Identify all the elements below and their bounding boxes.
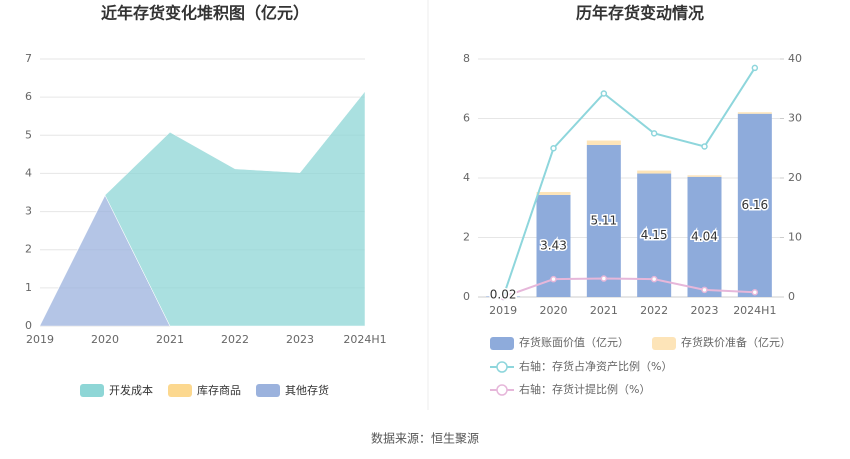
x-tick-label: 2023 bbox=[286, 333, 314, 346]
bar bbox=[687, 175, 722, 177]
bar bbox=[586, 144, 621, 297]
area bbox=[39, 90, 366, 327]
bar bbox=[586, 140, 621, 145]
x-tick-label: 2022 bbox=[221, 333, 249, 346]
data-label: 6.16 bbox=[741, 198, 768, 212]
bar bbox=[737, 112, 772, 114]
line bbox=[502, 67, 756, 298]
point bbox=[751, 288, 759, 296]
y-tick-label: 4 bbox=[25, 166, 32, 179]
point bbox=[499, 293, 507, 301]
data-label: 4.04 bbox=[691, 229, 718, 243]
legend-swatch bbox=[256, 384, 280, 397]
line bbox=[502, 277, 755, 298]
x-tick-label: 2024H1 bbox=[343, 333, 386, 346]
y-tick-label: 2 bbox=[25, 243, 32, 256]
legend-label: 右轴：存货计提比例（%） bbox=[519, 382, 650, 396]
data-label: 0.02 bbox=[490, 288, 517, 302]
point bbox=[600, 275, 608, 282]
legend-label: 存货账面价值（亿元） bbox=[519, 335, 629, 349]
legend-label: 库存商品 bbox=[197, 383, 241, 397]
y2-tick-label: 10 bbox=[788, 231, 802, 244]
y2-tick-label: 40 bbox=[788, 52, 802, 65]
y2-tick-label: 30 bbox=[788, 112, 802, 125]
point bbox=[751, 64, 759, 72]
y2-tick-label: 0 bbox=[788, 290, 795, 303]
y-tick-label: 4 bbox=[463, 171, 470, 184]
x-tick-label: 2019 bbox=[26, 333, 54, 346]
x-tick-label: 2021 bbox=[590, 304, 618, 317]
chart-title: 历年存货变动情况 bbox=[576, 4, 704, 23]
legend-swatch bbox=[496, 384, 508, 396]
legend-swatch bbox=[168, 384, 192, 397]
y-tick-label: 3 bbox=[25, 205, 32, 218]
x-tick-label: 2024H1 bbox=[733, 304, 776, 317]
legend-swatch bbox=[652, 337, 676, 350]
bar bbox=[737, 113, 772, 298]
y2-tick-label: 20 bbox=[788, 171, 802, 184]
legend-swatch bbox=[496, 361, 508, 373]
bar bbox=[637, 170, 672, 174]
chart-title: 近年存货变化堆积图（亿元） bbox=[101, 4, 309, 23]
point bbox=[701, 286, 708, 294]
y-tick-label: 5 bbox=[25, 128, 32, 141]
legend-label: 其他存货 bbox=[285, 383, 329, 397]
y-tick-label: 8 bbox=[463, 52, 470, 65]
y-tick-label: 7 bbox=[25, 52, 32, 65]
point bbox=[650, 130, 658, 137]
y-tick-label: 6 bbox=[463, 112, 470, 125]
x-tick-label: 2022 bbox=[640, 304, 668, 317]
point bbox=[600, 90, 608, 97]
y-tick-label: 0 bbox=[25, 319, 32, 332]
y-tick-label: 6 bbox=[25, 90, 32, 103]
bar bbox=[687, 176, 722, 297]
point bbox=[550, 275, 557, 283]
bar bbox=[536, 191, 571, 195]
source: 数据来源：恒生聚源 bbox=[371, 431, 479, 446]
legend-label: 存货跌价准备（亿元） bbox=[681, 335, 791, 349]
point bbox=[701, 143, 708, 150]
y-tick-label: 2 bbox=[463, 231, 470, 244]
x-tick-label: 2023 bbox=[691, 304, 719, 317]
legend-swatch bbox=[490, 337, 514, 350]
x-tick-label: 2020 bbox=[91, 333, 119, 346]
x-tick-label: 2019 bbox=[489, 304, 517, 317]
legend-swatch bbox=[80, 384, 104, 397]
point bbox=[550, 145, 557, 152]
x-tick-label: 2021 bbox=[156, 333, 184, 346]
legend-label: 开发成本 bbox=[109, 383, 153, 397]
data-label: 5.11 bbox=[590, 213, 617, 227]
data-label: 3.43 bbox=[540, 238, 567, 252]
legend-label: 右轴：存货占净资产比例（%） bbox=[519, 359, 672, 373]
y-tick-label: 0 bbox=[463, 290, 470, 303]
data-label: 4.15 bbox=[641, 228, 668, 242]
y-tick-label: 1 bbox=[25, 281, 32, 294]
point bbox=[650, 275, 658, 283]
x-tick-label: 2020 bbox=[540, 304, 568, 317]
